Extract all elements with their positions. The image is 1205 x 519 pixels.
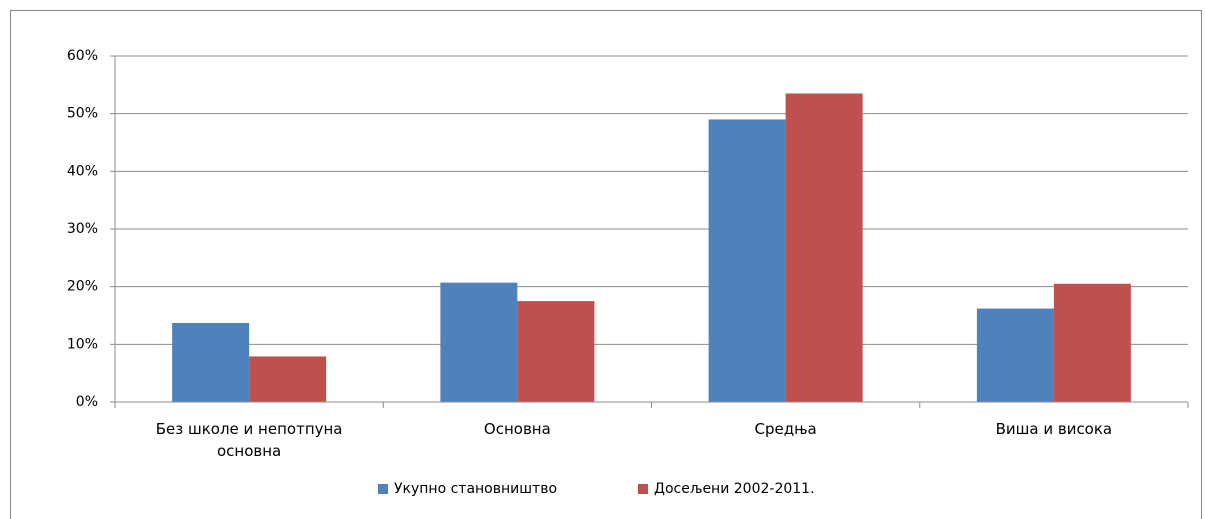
legend-swatch bbox=[638, 484, 648, 494]
legend-label: Укупно становништво bbox=[394, 481, 557, 497]
y-tick-label: 50% bbox=[67, 106, 98, 122]
x-tick-label: Основна bbox=[483, 420, 551, 438]
bar bbox=[976, 308, 1054, 402]
y-tick-label: 0% bbox=[76, 394, 98, 410]
y-tick-label: 30% bbox=[67, 221, 98, 237]
bar bbox=[1053, 283, 1131, 402]
bar bbox=[708, 119, 786, 402]
y-tick-label: 10% bbox=[67, 336, 98, 352]
legend-swatch bbox=[378, 484, 388, 494]
y-tick-label: 20% bbox=[67, 279, 98, 295]
legend-label: Досељени 2002-2011. bbox=[654, 481, 815, 497]
x-tick-label: Средња bbox=[754, 420, 817, 438]
bar bbox=[172, 322, 250, 402]
chart-frame bbox=[10, 10, 1202, 519]
x-tick-label: Без школе и непотпуна основна bbox=[155, 420, 343, 460]
bar bbox=[440, 282, 518, 402]
x-tick-label: Виша и висока bbox=[995, 420, 1113, 438]
y-tick-label: 40% bbox=[67, 163, 98, 179]
bar bbox=[785, 93, 863, 402]
y-tick-label: 60% bbox=[67, 48, 98, 64]
bar bbox=[249, 356, 327, 402]
bar bbox=[517, 301, 595, 402]
